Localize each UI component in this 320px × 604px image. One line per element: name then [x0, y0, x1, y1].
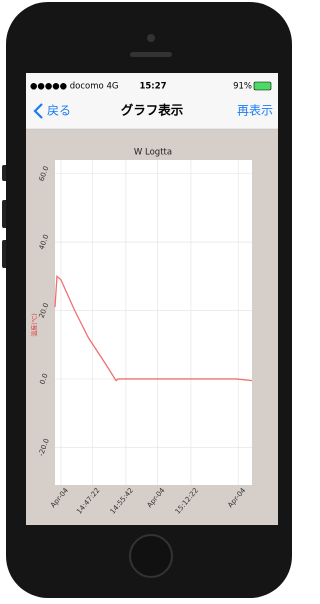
- chart-title: W Logtta: [134, 148, 172, 158]
- page: {"status_bar": {"carrier": "●●●●● docomo…: [0, 0, 298, 600]
- battery-icon: [254, 82, 271, 90]
- plot-area: [55, 160, 252, 485]
- speaker: [130, 52, 172, 57]
- clock: 15:27: [139, 82, 166, 92]
- phone: ●●●●● docomo 4G 15:27 91% 戻る グラフ表示 再表示 W…: [0, 0, 298, 600]
- back-button[interactable]: 戻る: [47, 104, 71, 118]
- home-button[interactable]: [130, 535, 172, 577]
- nav-title: グラフ表示: [121, 103, 184, 118]
- reload-button[interactable]: 再表示: [237, 104, 273, 118]
- carrier: ●●●●● docomo 4G: [30, 82, 118, 92]
- camera: [147, 34, 155, 42]
- battery-percent: 91%: [233, 82, 252, 92]
